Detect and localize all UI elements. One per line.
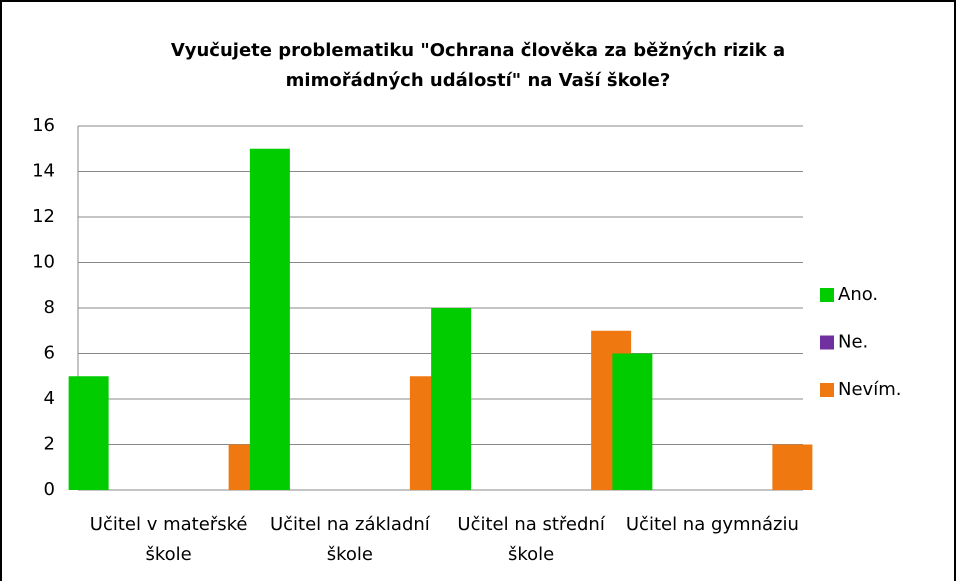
legend-swatch	[820, 383, 834, 397]
bar	[612, 353, 653, 490]
x-tick-label: Učitel na střední škole	[457, 514, 605, 565]
legend-swatch	[820, 335, 834, 350]
bar	[68, 376, 109, 490]
y-tick-label: 10	[32, 252, 55, 273]
x-tick-label: Učitel v mateřské škole	[89, 514, 248, 565]
bar	[772, 444, 813, 490]
legend-label: Nevím.	[838, 379, 901, 400]
bar	[431, 308, 472, 490]
y-tick-label: 4	[44, 388, 55, 409]
x-tick-label: Učitel na gymnáziu	[625, 514, 799, 535]
y-tick-label: 0	[44, 479, 55, 500]
legend-swatch	[820, 288, 834, 302]
y-tick-label: 2	[44, 434, 55, 455]
y-tick-label: 14	[32, 161, 55, 182]
y-tick-label: 6	[44, 343, 55, 364]
y-tick-label: 8	[44, 297, 55, 318]
legend-label: Ne.	[838, 332, 868, 353]
legend-label: Ano.	[838, 284, 878, 305]
chart-title: Vyučujete problematiku "Ochrana člověka …	[170, 40, 786, 91]
bar	[249, 148, 290, 490]
y-tick-label: 16	[32, 115, 55, 136]
y-tick-label: 12	[32, 206, 55, 227]
x-tick-label: Učitel na základní škole	[269, 514, 430, 565]
